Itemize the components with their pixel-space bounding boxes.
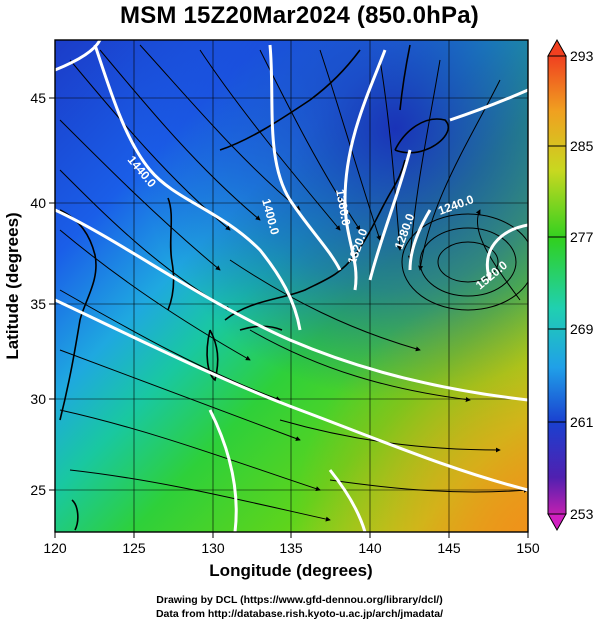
honshu-coast <box>224 159 406 321</box>
y-axis-title: Latitude (degrees) <box>3 212 22 359</box>
y-tick-label: 45 <box>30 90 46 106</box>
y-tick-label: 25 <box>30 482 46 498</box>
colorbar-max-arrow <box>547 38 567 57</box>
colorbar-label: 261 <box>570 414 594 430</box>
contour-south-2 <box>55 298 528 492</box>
contour-ne <box>449 88 528 122</box>
kyushu-coast <box>206 329 219 382</box>
contour-1360 <box>343 49 387 291</box>
colorbar: 293 285 277 269 261 253 <box>547 38 594 532</box>
contour-1440 <box>93 44 302 331</box>
contour-south-3 <box>208 409 238 532</box>
x-tick-label: 145 <box>437 540 461 556</box>
contour-label: 1360.0 <box>333 188 353 227</box>
credit-line-drawing: Drawing by DCL (https://www.gfd-dennou.o… <box>156 594 443 606</box>
x-tick-label: 135 <box>279 540 303 556</box>
contour-1280 <box>408 209 432 271</box>
contour-north <box>55 40 102 72</box>
x-tick-labels: 120 125 130 135 140 145 150 <box>43 540 540 556</box>
x-tick-label: 140 <box>358 540 382 556</box>
colorbar-scale <box>547 55 567 515</box>
sakhalin-coast <box>399 44 411 111</box>
colorbar-label: 293 <box>570 48 594 64</box>
y-tick-label: 35 <box>30 296 46 312</box>
contour-south-4 <box>328 469 367 532</box>
colorbar-label: 277 <box>570 229 594 245</box>
x-tick-label: 130 <box>201 540 225 556</box>
china-coast <box>59 209 97 421</box>
chart-title: MSM 15Z20Mar2024 (850.0hPa) <box>120 2 479 29</box>
korea-coast <box>167 197 175 311</box>
cyclone-circulation <box>401 213 528 311</box>
y-tick-label: 30 <box>30 391 46 407</box>
y-tick-labels: 25 30 35 40 45 <box>30 90 46 498</box>
x-tick-label: 125 <box>122 540 146 556</box>
russia-coast <box>219 49 361 151</box>
height-contours <box>55 40 528 532</box>
colorbar-min-arrow <box>547 513 567 532</box>
colorbar-labels: 293 285 277 269 261 253 <box>570 48 594 522</box>
x-tick-label: 150 <box>516 540 540 556</box>
warm-air-region <box>55 40 528 532</box>
colorbar-label: 253 <box>570 506 594 522</box>
coastlines <box>59 44 449 531</box>
map-plot-area: 1440.0 1400.0 1360.0 1320.0 1280.0 1240.… <box>55 40 528 532</box>
y-tick-label: 40 <box>30 195 46 211</box>
contour-1520 <box>485 223 528 281</box>
colorbar-label: 285 <box>570 138 594 154</box>
credit-line-data: Data from http://database.rish.kyoto-u.a… <box>155 608 444 620</box>
colorbar-ticks <box>548 145 566 423</box>
tick-marks <box>49 97 529 538</box>
contour-south-1 <box>55 208 528 402</box>
x-tick-label: 120 <box>43 540 67 556</box>
hokkaido-coast <box>394 118 449 154</box>
contour-1320 <box>368 149 412 281</box>
taiwan-coast <box>71 499 79 531</box>
contour-1400 <box>268 44 342 271</box>
colorbar-label: 269 <box>570 321 594 337</box>
x-axis-title: Longitude (degrees) <box>209 561 372 580</box>
